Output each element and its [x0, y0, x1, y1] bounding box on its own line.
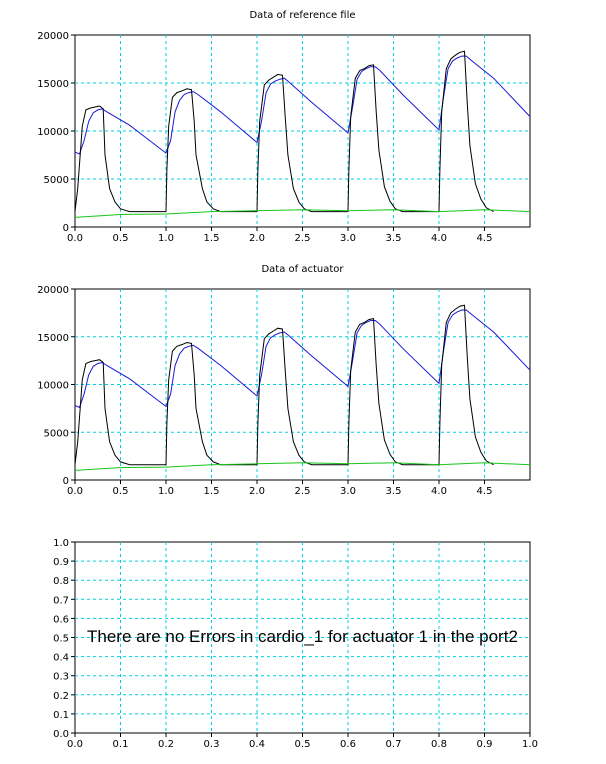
x-tick-label: 2.5	[295, 233, 311, 244]
y-tick-label: 0.4	[53, 653, 69, 664]
x-tick-label: 4.0	[431, 233, 447, 244]
y-tick-label: 0.8	[53, 576, 69, 587]
x-tick-label: 0.3	[204, 739, 220, 750]
series-line-1	[74, 55, 531, 155]
x-tick-label: 0.4	[249, 739, 265, 750]
x-tick-label: 0.6	[340, 739, 356, 750]
chart-title: Data of reference file	[249, 10, 355, 21]
y-tick-label: 10000	[37, 127, 69, 138]
x-tick-label: 0.2	[158, 739, 174, 750]
y-tick-label: 0.1	[53, 710, 69, 721]
x-tick-label: 0.9	[477, 739, 493, 750]
y-tick-label: 0.0	[53, 729, 69, 740]
y-tick-label: 15000	[37, 79, 69, 90]
status-message: There are no Errors in cardio_1 for actu…	[87, 627, 518, 646]
x-tick-label: 0.1	[113, 739, 129, 750]
x-tick-label: 0.5	[295, 739, 311, 750]
x-tick-label: 1.5	[204, 233, 220, 244]
x-tick-label: 3.5	[386, 233, 402, 244]
x-tick-label: 1.0	[158, 233, 174, 244]
series-line-2	[74, 304, 494, 466]
y-tick-label: 0.7	[53, 595, 69, 606]
x-tick-label: 1.5	[204, 486, 220, 497]
y-tick-label: 20000	[37, 285, 69, 296]
chart-panel-1: 0.0 0.5 1.0 1.5 2.0 2.5 3.0 3.5 4.0 4.5 0 5000 10000…	[37, 10, 531, 244]
y-tick-label: 0	[63, 476, 69, 487]
series-line-1	[74, 309, 531, 409]
y-tick-label: 0.5	[53, 634, 69, 645]
y-tick-label: 5000	[44, 428, 69, 439]
y-tick-label: 0.3	[53, 672, 69, 683]
x-tick-label: 3.0	[340, 486, 356, 497]
x-tick-label: 4.5	[477, 486, 493, 497]
chart-title: Data of actuator	[261, 264, 344, 275]
x-tick-label: 2.0	[249, 233, 265, 244]
x-tick-label: 1.0	[522, 739, 538, 750]
series-line-3	[74, 209, 531, 218]
x-tick-label: 0.0	[67, 486, 83, 497]
x-tick-label: 3.5	[386, 486, 402, 497]
x-tick-label: 0.5	[113, 233, 129, 244]
chart-panel-2: 0.0 0.5 1.0 1.5 2.0 2.5 3.0 3.5 4.0 4.5 0 5000 10000…	[37, 264, 531, 497]
series-line-2	[74, 50, 494, 213]
y-tick-label: 0.2	[53, 691, 69, 702]
y-tick-label: 0.9	[53, 557, 69, 568]
x-tick-label: 4.5	[477, 233, 493, 244]
x-tick-label: 0.8	[431, 739, 447, 750]
chart-panel-3: 0.0 0.1 0.2 0.3 0.4 0.5 0.6 0.7 0.8 0.9 1.0 0.0 0.1 0…	[53, 538, 538, 750]
y-tick-label: 10000	[37, 381, 69, 392]
y-tick-label: 1.0	[53, 538, 69, 549]
x-tick-label: 0.7	[386, 739, 402, 750]
x-tick-label: 0.5	[113, 486, 129, 497]
x-tick-label: 4.0	[431, 486, 447, 497]
y-tick-label: 20000	[37, 31, 69, 42]
x-tick-label: 3.0	[340, 233, 356, 244]
y-tick-label: 15000	[37, 333, 69, 344]
y-tick-label: 0	[63, 223, 69, 234]
y-tick-label: 5000	[44, 175, 69, 186]
y-tick-label: 0.6	[53, 614, 69, 625]
x-tick-label: 1.0	[158, 486, 174, 497]
x-tick-label: 0.0	[67, 233, 83, 244]
x-tick-label: 2.5	[295, 486, 311, 497]
series-line-3	[74, 462, 531, 471]
x-tick-label: 0.0	[67, 739, 83, 750]
x-tick-label: 2.0	[249, 486, 265, 497]
